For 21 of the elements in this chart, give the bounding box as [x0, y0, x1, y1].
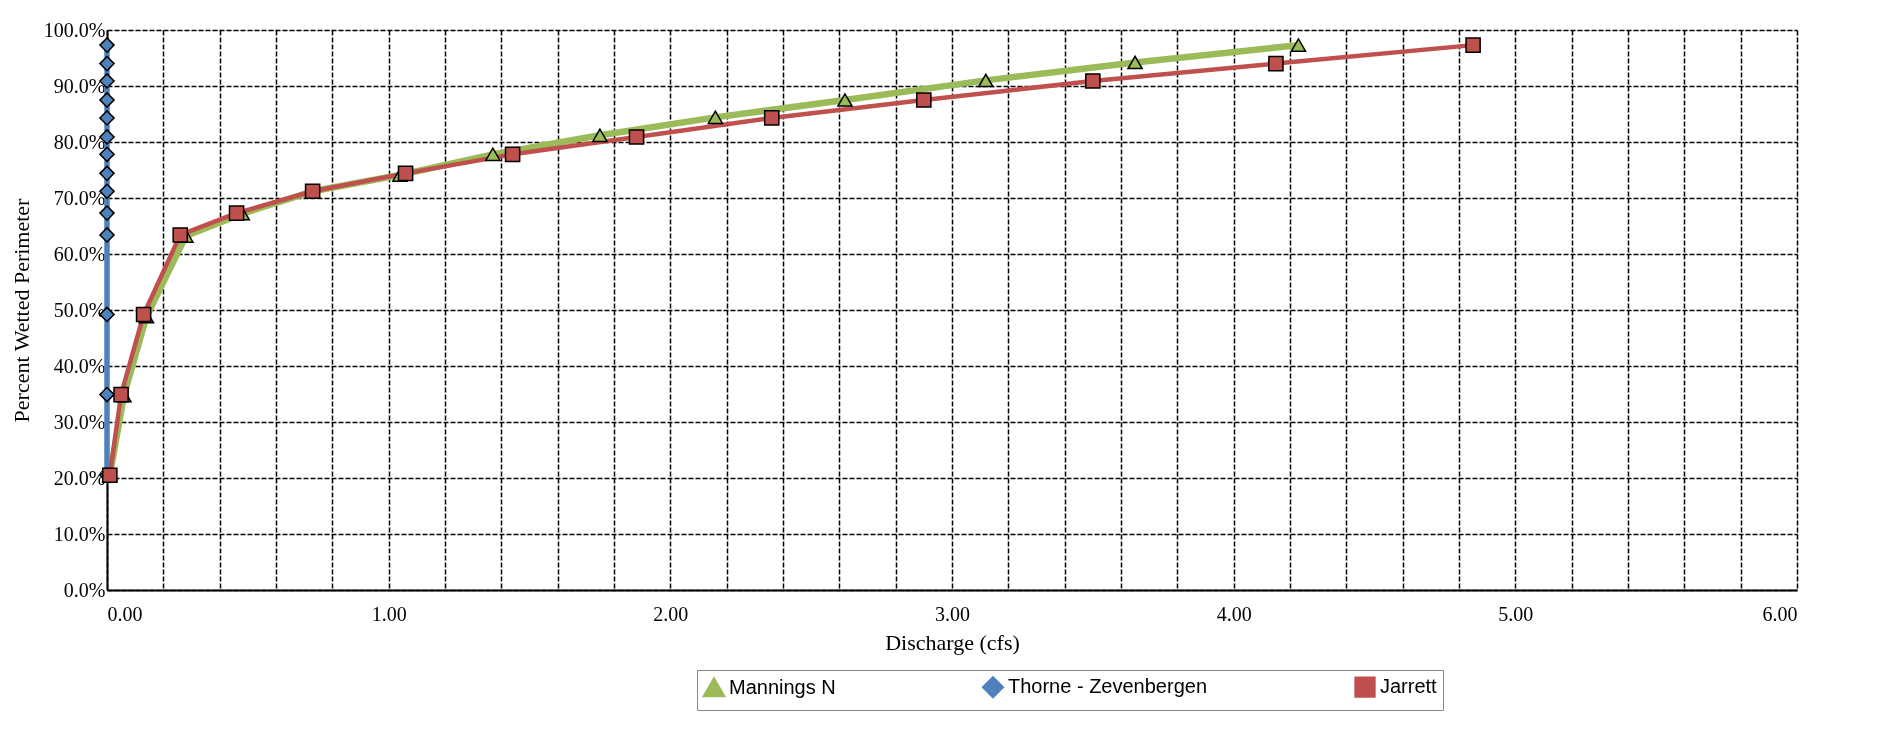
x-tick-label: 6.00 — [1762, 602, 1798, 625]
x-axis-title: Discharge (cfs) — [885, 629, 1020, 655]
y-axis-title: Percent Wetted Perimeter — [8, 197, 34, 423]
legend-label: Mannings N — [729, 675, 836, 698]
x-tick-label: 3.00 — [935, 602, 970, 625]
y-tick-label: 70.0% — [53, 186, 106, 209]
legend-label: Thorne - Zevenbergen — [1008, 675, 1208, 698]
y-tick-label: 0.0% — [63, 578, 106, 601]
legend-label: Jarrett — [1380, 675, 1438, 698]
y-tick-label: 100.0% — [43, 18, 106, 41]
y-tick-label: 30.0% — [53, 410, 106, 433]
y-tick-label: 90.0% — [53, 74, 106, 97]
x-tick-label: 1.00 — [371, 602, 407, 625]
y-tick-label: 10.0% — [53, 522, 106, 545]
x-tick-label: 0.00 — [107, 602, 143, 625]
y-tick-label: 40.0% — [53, 354, 106, 377]
y-tick-label: 80.0% — [53, 130, 106, 153]
x-tick-label: 2.00 — [653, 602, 689, 625]
y-tick-label: 60.0% — [53, 242, 106, 265]
x-tick-label: 4.00 — [1216, 602, 1252, 625]
x-tick-label: 5.00 — [1498, 602, 1534, 625]
